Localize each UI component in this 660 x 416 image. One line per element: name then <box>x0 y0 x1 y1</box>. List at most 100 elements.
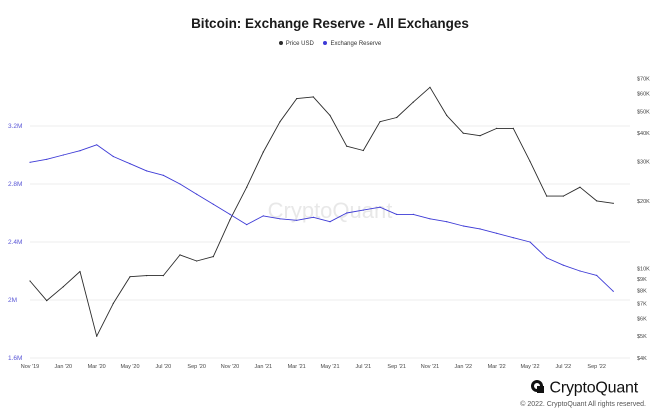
brand[interactable]: CryptoQuant <box>530 379 638 398</box>
point-exchange-reserve <box>562 264 564 266</box>
cryptoquant-logo-icon <box>530 379 545 398</box>
point-exchange-reserve <box>196 193 198 195</box>
point-price-usd <box>229 219 231 221</box>
point-exchange-reserve <box>296 219 298 221</box>
point-price-usd <box>96 335 98 337</box>
right-tick-label: $8K <box>637 288 647 294</box>
watermark: CryptoQuant <box>268 198 393 223</box>
left-tick-label: 2.4M <box>8 239 22 246</box>
point-exchange-reserve <box>446 221 448 223</box>
legend-item-price[interactable]: Price USD <box>278 41 314 47</box>
legend: Price USD Exchange Reserve <box>0 41 660 47</box>
gridlines <box>30 125 630 359</box>
point-price-usd <box>379 121 381 123</box>
point-exchange-reserve <box>596 274 598 276</box>
point-exchange-reserve <box>162 174 164 176</box>
x-tick-label: May '21 <box>320 364 339 370</box>
right-tick-label: $20K <box>637 199 650 205</box>
point-price-usd <box>362 149 364 152</box>
x-tick-label: Nov '21 <box>421 364 439 370</box>
left-tick-label: 2.8M <box>8 181 22 188</box>
point-exchange-reserve <box>279 218 281 220</box>
point-price-usd <box>479 135 481 137</box>
x-tick-label: Sep '22 <box>587 364 605 370</box>
point-exchange-reserve <box>462 225 464 227</box>
point-exchange-reserve <box>62 154 64 156</box>
point-price-usd <box>262 151 264 153</box>
point-exchange-reserve <box>179 183 181 185</box>
brand-name: CryptoQuant <box>549 379 638 397</box>
legend-label-reserve: Exchange Reserve <box>330 41 382 47</box>
chart-title: Bitcoin: Exchange Reserve - All Exchange… <box>191 16 469 31</box>
right-tick-label: $4K <box>637 356 647 362</box>
point-price-usd <box>546 195 548 197</box>
x-tick-label: May '20 <box>120 364 139 370</box>
point-price-usd <box>196 260 198 262</box>
right-tick-label: $6K <box>637 316 647 322</box>
point-price-usd <box>46 300 48 302</box>
x-tick-label: Mar '22 <box>488 364 506 370</box>
point-exchange-reserve <box>362 209 364 211</box>
point-exchange-reserve <box>46 158 48 160</box>
x-tick-label: Jul '22 <box>555 364 571 370</box>
point-exchange-reserve <box>512 237 514 239</box>
right-axis: $4K $5K $6K $7K $8K $9K $10K $20K $30K $40K $50K $6… <box>637 77 650 362</box>
point-exchange-reserve <box>346 212 348 214</box>
point-price-usd <box>179 254 181 256</box>
right-tick-label: $40K <box>637 131 650 137</box>
right-tick-label: $50K <box>637 109 650 115</box>
right-tick-label: $5K <box>637 334 647 340</box>
legend-dot-price <box>278 41 283 46</box>
point-price-usd <box>429 86 431 88</box>
point-price-usd <box>529 160 531 162</box>
point-exchange-reserve <box>29 161 31 163</box>
point-price-usd <box>446 114 448 116</box>
point-exchange-reserve <box>579 270 581 272</box>
point-price-usd <box>129 276 131 278</box>
x-tick-label: Mar '21 <box>288 364 306 370</box>
x-tick-label: Jul '20 <box>155 364 171 370</box>
point-price-usd <box>279 121 281 123</box>
series-line-exchange-reserve <box>29 144 614 292</box>
point-price-usd <box>212 256 214 258</box>
right-tick-label: $10K <box>637 267 650 273</box>
point-exchange-reserve <box>112 155 114 158</box>
x-tick-label: Jul '21 <box>355 364 371 370</box>
left-tick-label: 3.2M <box>8 123 22 130</box>
point-exchange-reserve <box>262 215 264 217</box>
point-price-usd <box>412 101 414 103</box>
series-layer <box>29 86 614 337</box>
x-tick-label: Nov '19 <box>21 364 39 370</box>
point-exchange-reserve <box>129 163 131 165</box>
right-tick-label: $9K <box>637 277 647 283</box>
point-price-usd <box>246 186 248 188</box>
legend-item-reserve[interactable]: Exchange Reserve <box>323 41 381 47</box>
point-price-usd <box>612 202 614 204</box>
left-axis: 1.6M 2M 2.4M 2.8M 3.2M <box>8 123 22 362</box>
legend-label-price: Price USD <box>285 41 314 47</box>
point-exchange-reserve <box>246 224 248 226</box>
x-axis: Nov '19 Jan '20 Mar '20 May '20 Jul '20 Sep '… <box>21 364 606 370</box>
point-price-usd <box>112 302 114 304</box>
point-exchange-reserve <box>96 144 98 146</box>
point-exchange-reserve <box>146 170 148 172</box>
point-exchange-reserve <box>379 206 381 208</box>
point-price-usd <box>29 280 31 282</box>
x-tick-label: Sep '20 <box>187 364 205 370</box>
point-exchange-reserve <box>229 213 231 215</box>
point-exchange-reserve <box>612 290 614 292</box>
right-tick-label: $60K <box>637 92 650 98</box>
point-price-usd <box>512 127 514 129</box>
point-price-usd <box>329 114 331 116</box>
x-tick-label: Jan '21 <box>255 364 273 370</box>
point-exchange-reserve <box>479 228 481 230</box>
point-exchange-reserve <box>496 232 498 234</box>
point-price-usd <box>579 186 581 188</box>
point-price-usd <box>79 270 81 273</box>
left-tick-label: 1.6M <box>8 355 22 362</box>
point-price-usd <box>396 116 398 119</box>
point-exchange-reserve <box>529 241 531 243</box>
point-price-usd <box>562 195 564 197</box>
point-price-usd <box>296 98 298 100</box>
